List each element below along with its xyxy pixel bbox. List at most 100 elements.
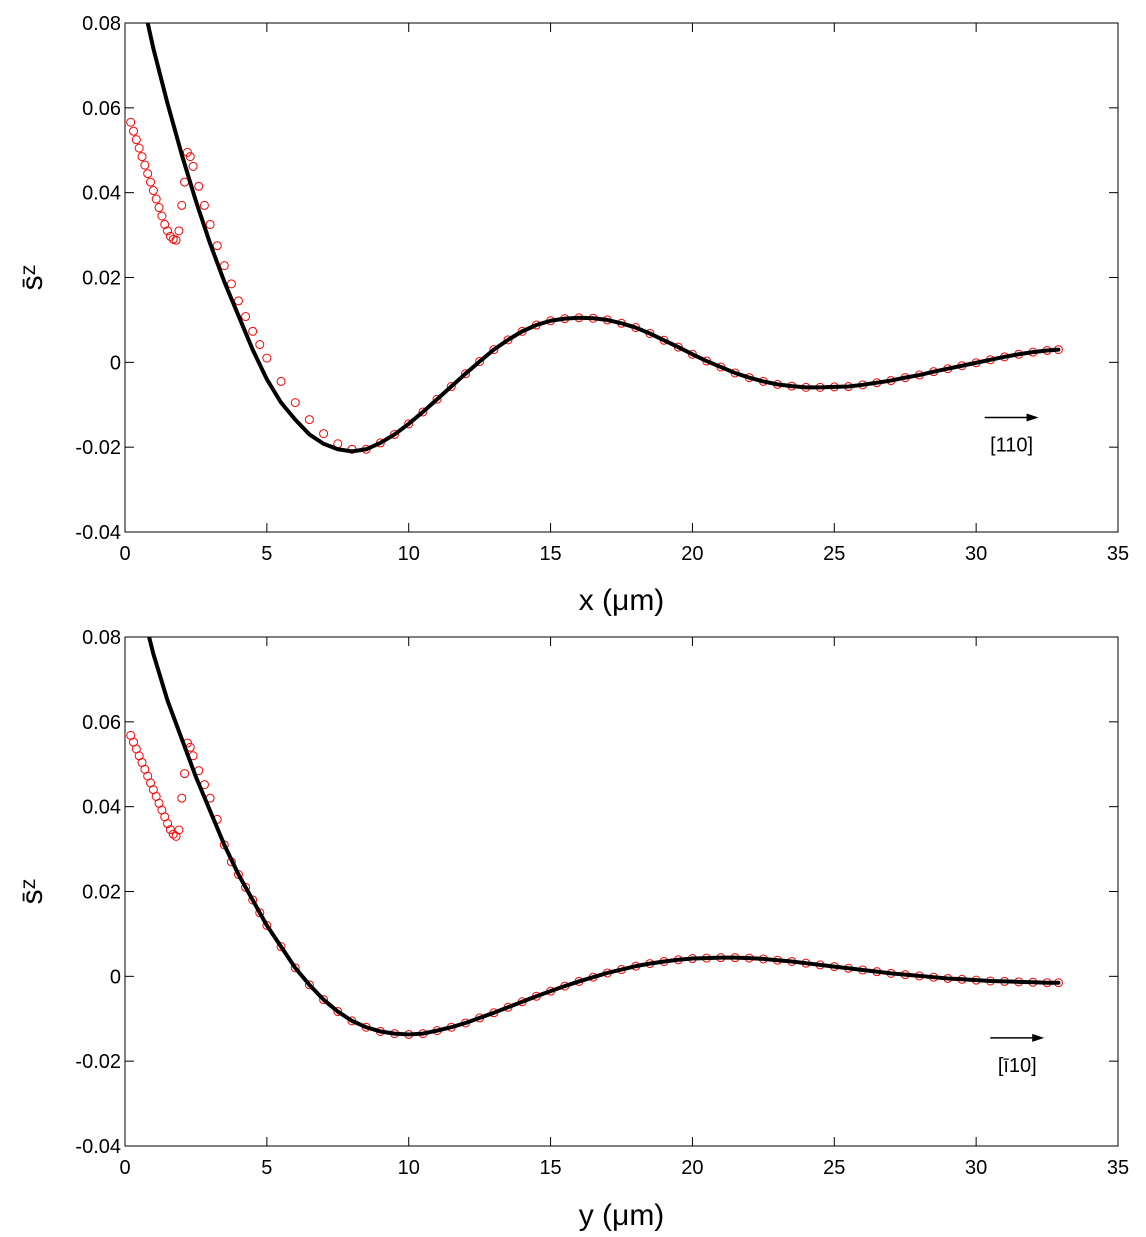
x-tick-label: 0 (119, 543, 130, 565)
data-point-marker (146, 177, 156, 187)
data-point-marker (194, 181, 204, 191)
y-axis-label: s̄ᶻ (16, 879, 49, 905)
data-point-marker (319, 429, 329, 439)
data-point-marker (446, 382, 456, 392)
data-point-marker (503, 335, 513, 345)
bottom-panel: 0 5 10 15 20 25 30 35 -0.04 -0.02 0 0.02 0.04 0.06 0.0… (16, 627, 1129, 1232)
data-point-marker (180, 769, 190, 779)
data-point-marker (171, 235, 181, 245)
plot-area (124, 22, 1119, 533)
data-point-marker (226, 279, 236, 289)
y-tick-label: 0.02 (82, 268, 121, 290)
y-tick-label: 0.06 (82, 712, 121, 734)
data-point-marker (185, 152, 195, 162)
data-point-marker (241, 312, 251, 322)
data-point-marker (174, 825, 184, 835)
x-tick-label: 30 (965, 1157, 987, 1179)
data-point-marker (134, 143, 144, 153)
x-axis-label: x (μm) (579, 584, 665, 617)
top-panel: 0 5 10 15 20 25 30 35 -0.04 -0.02 0 0.02 0.04 0.06 0.0… (16, 13, 1129, 617)
direction-label: [ī10] (998, 1055, 1037, 1077)
x-tick-label: 10 (398, 1157, 420, 1179)
direction-arrow-head (1032, 1033, 1045, 1042)
data-point-marker (188, 161, 198, 171)
data-point-marker (177, 793, 187, 803)
x-tick-label: 30 (965, 543, 987, 565)
x-tick-label: 25 (823, 543, 845, 565)
data-point-marker (248, 326, 258, 336)
series-line (147, 637, 1061, 1037)
y-tick-label: -0.04 (75, 1136, 121, 1158)
data-point-marker (418, 407, 428, 417)
data-point-marker (233, 296, 243, 306)
data-point-marker (390, 429, 400, 439)
data-point-marker (475, 356, 485, 366)
data-point-marker (140, 160, 150, 170)
data-point-marker (151, 194, 161, 204)
y-tick-label: 0.04 (82, 797, 121, 819)
data-point-marker (171, 831, 181, 841)
direction-label: [110] (990, 434, 1033, 456)
data-point-marker (163, 226, 173, 236)
data-point-marker (126, 117, 136, 127)
series-group (126, 23, 1063, 454)
x-tick-label: 20 (681, 1157, 703, 1179)
y-tick-label: -0.02 (75, 437, 121, 459)
data-point-marker (177, 200, 187, 210)
x-tick-label: 5 (261, 1157, 272, 1179)
data-point-marker (262, 353, 272, 363)
data-point-marker (489, 345, 499, 355)
y-tick-label: 0.02 (82, 882, 121, 904)
data-point-marker (290, 963, 300, 973)
y-tick-label: 0 (110, 966, 121, 988)
data-point-marker (199, 200, 209, 210)
plot-area (124, 636, 1119, 1147)
y-tick-label: 0.04 (82, 183, 121, 205)
data-point-marker (304, 415, 314, 425)
x-tick-label: 35 (1107, 543, 1129, 565)
y-tick-label: -0.04 (75, 522, 121, 544)
data-point-marker (212, 241, 222, 251)
data-point-marker (319, 995, 329, 1005)
data-point-marker (404, 419, 414, 429)
data-point-marker (154, 203, 164, 213)
x-tick-label: 0 (119, 1157, 130, 1179)
data-point-marker (131, 135, 141, 145)
data-point-marker (129, 126, 139, 136)
series-line (145, 23, 1061, 454)
data-point-marker (276, 376, 286, 386)
x-tick-label: 35 (1107, 1157, 1129, 1179)
data-point-marker (174, 226, 184, 236)
y-tick-label: 0.06 (82, 98, 121, 120)
data-point-marker (432, 394, 442, 404)
data-point-marker (160, 219, 170, 229)
data-point-marker (148, 186, 158, 196)
x-tick-label: 25 (823, 1157, 845, 1179)
data-point-marker (255, 340, 265, 350)
data-point-marker (304, 980, 314, 990)
x-tick-label: 15 (539, 1157, 561, 1179)
data-point-marker (168, 829, 178, 839)
data-point-marker (165, 825, 175, 835)
x-tick-label: 5 (261, 543, 272, 565)
x-axis-label: y (μm) (579, 1199, 665, 1232)
data-point-marker (205, 219, 215, 229)
x-tick-label: 15 (539, 543, 561, 565)
y-tick-label: 0 (110, 352, 121, 374)
y-tick-label: 0.08 (82, 13, 121, 35)
y-axis-label: s̄ᶻ (16, 265, 49, 291)
y-tick-label: -0.02 (75, 1051, 121, 1073)
data-point-marker (460, 369, 470, 379)
data-point-marker (333, 1007, 343, 1017)
data-point-marker (276, 942, 286, 952)
series-group (126, 637, 1063, 1039)
data-point-marker (163, 819, 173, 829)
y-tick-label: 0.08 (82, 627, 121, 649)
data-point-marker (143, 169, 153, 179)
direction-arrow-head (1026, 413, 1039, 422)
data-point-marker (290, 398, 300, 408)
data-point-marker (157, 211, 167, 221)
x-tick-label: 10 (398, 543, 420, 565)
data-point-marker (137, 152, 147, 162)
